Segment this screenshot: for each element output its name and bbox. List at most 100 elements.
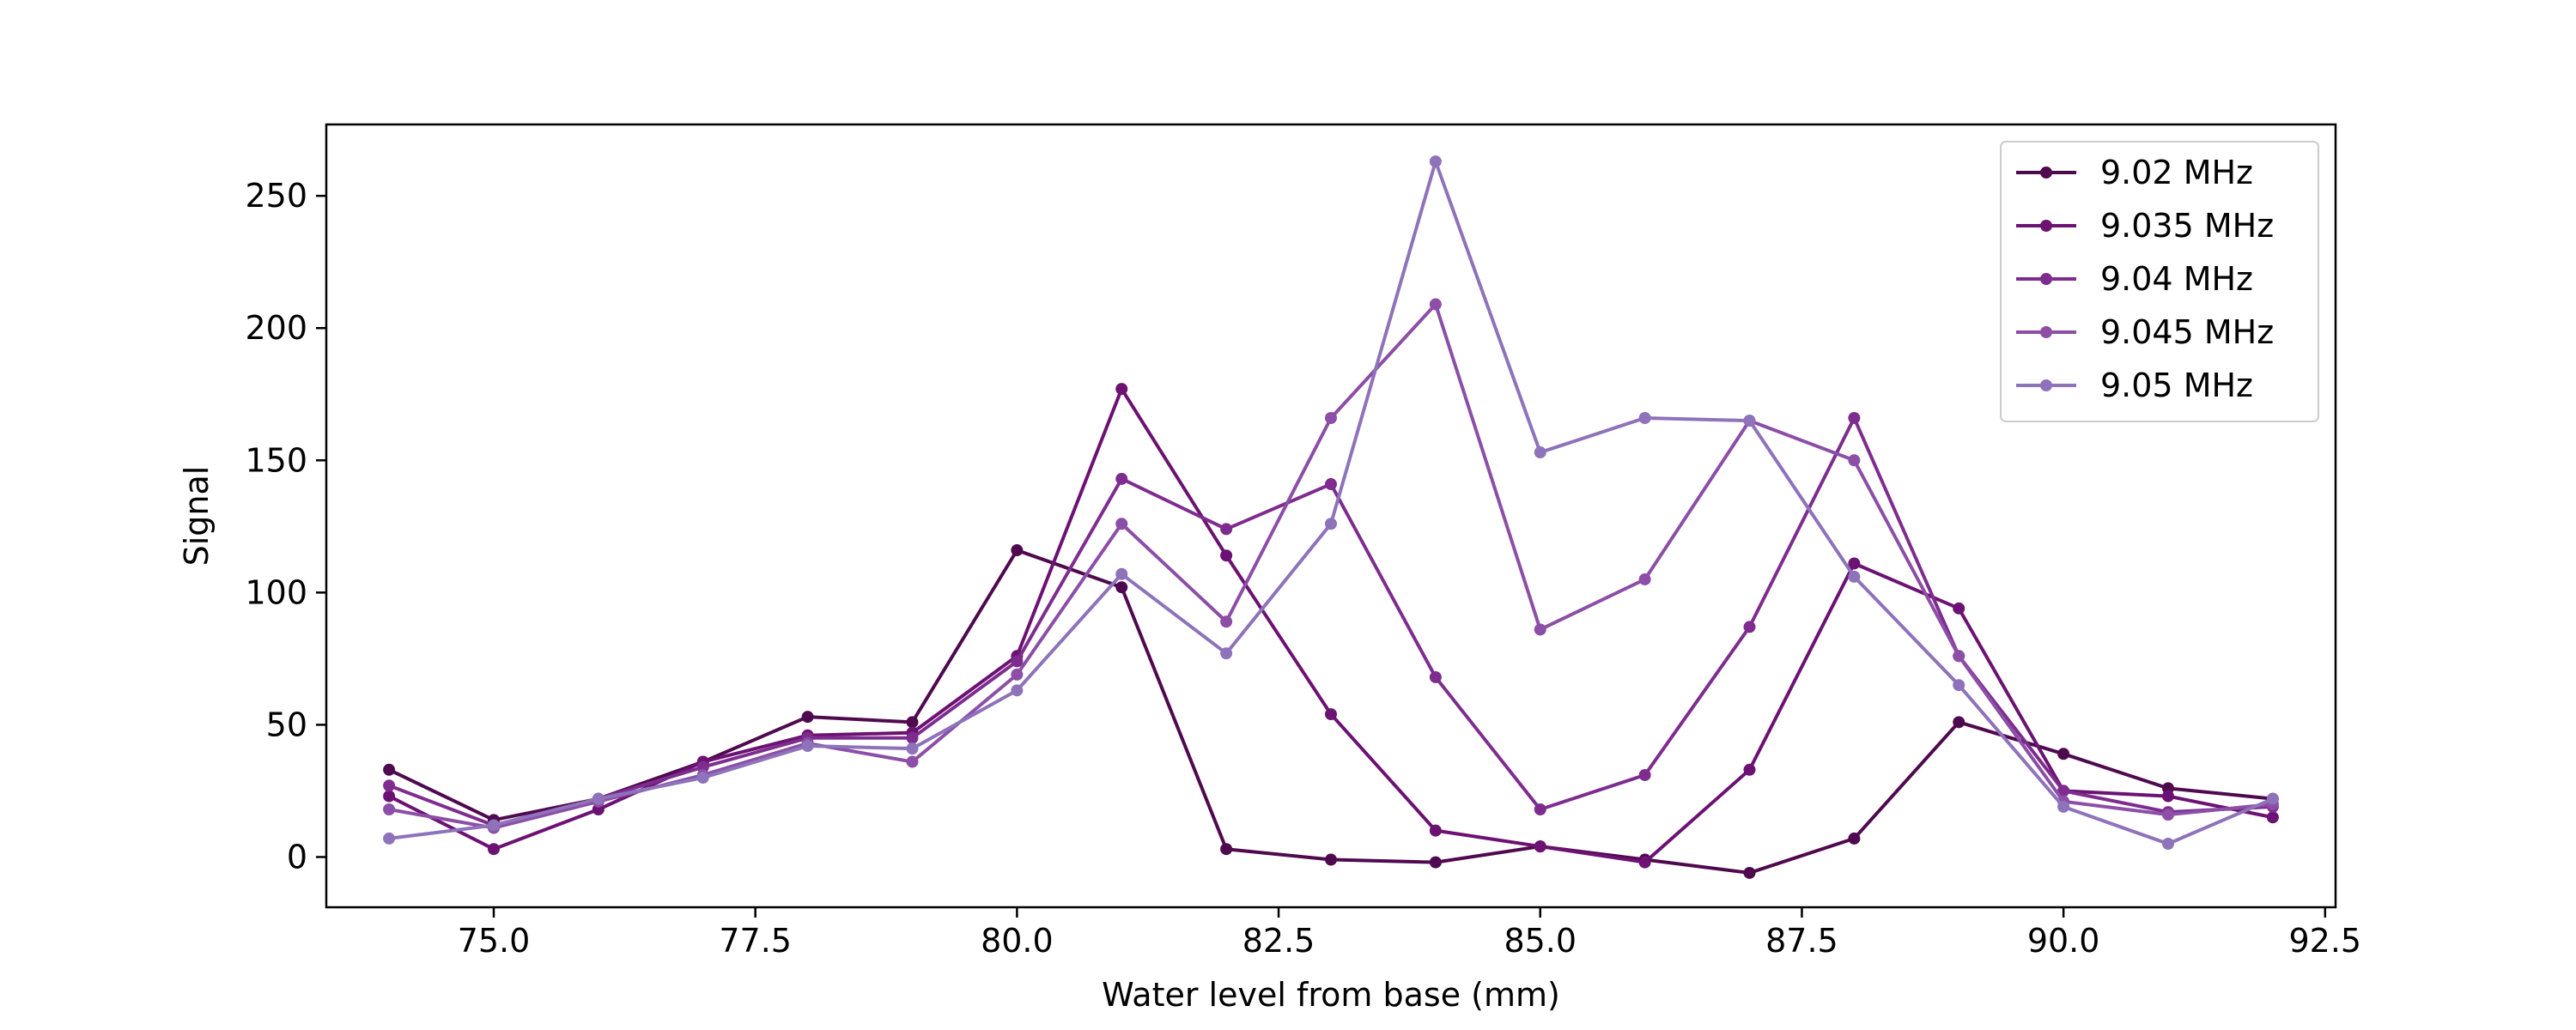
data-point xyxy=(1429,298,1442,311)
y-tick-label: 0 xyxy=(287,838,307,876)
legend-item: 9.02 MHz xyxy=(2016,154,2253,191)
data-point xyxy=(383,832,396,845)
data-point xyxy=(1325,478,1337,491)
data-point xyxy=(1534,803,1546,815)
data-point xyxy=(2057,800,2070,813)
data-point xyxy=(1848,832,1861,845)
data-point xyxy=(2162,809,2174,821)
data-point xyxy=(1220,843,1233,856)
data-point xyxy=(1953,679,1965,692)
data-point xyxy=(1848,412,1861,424)
legend-swatch-marker xyxy=(2040,379,2052,391)
data-point xyxy=(696,772,709,785)
data-point xyxy=(1220,549,1233,562)
x-tick-label: 87.5 xyxy=(1765,922,1838,960)
data-point xyxy=(1115,518,1128,530)
series-layer xyxy=(383,155,2279,879)
legend-swatch-marker xyxy=(2040,326,2052,338)
data-point xyxy=(1953,602,1965,615)
legend-item: 9.045 MHz xyxy=(2016,313,2274,351)
data-point xyxy=(1743,415,1756,427)
data-point xyxy=(1848,454,1861,467)
data-point xyxy=(1325,412,1337,424)
legend-swatch-marker xyxy=(2040,273,2052,285)
legend-item: 9.035 MHz xyxy=(2016,207,2274,245)
data-point xyxy=(2057,785,2070,797)
data-point xyxy=(383,779,396,792)
data-point xyxy=(906,716,919,729)
data-point xyxy=(1743,621,1756,633)
data-point xyxy=(906,755,919,768)
data-point xyxy=(2162,790,2174,803)
y-tick-label: 50 xyxy=(266,706,307,743)
data-point xyxy=(383,790,396,803)
legend-swatch-marker xyxy=(2040,220,2052,232)
y-tick-label: 100 xyxy=(245,573,307,611)
legend-item: 9.04 MHz xyxy=(2016,260,2253,298)
x-tick-label: 75.0 xyxy=(458,922,531,960)
data-point xyxy=(1743,866,1756,879)
data-point xyxy=(2057,748,2070,760)
data-point xyxy=(1429,824,1442,837)
data-point xyxy=(1011,655,1024,668)
data-point xyxy=(1848,570,1861,583)
legend-swatch-marker xyxy=(2040,167,2052,179)
x-tick-label: 92.5 xyxy=(2289,922,2362,960)
data-point xyxy=(1429,670,1442,683)
legend-label: 9.04 MHz xyxy=(2100,260,2253,298)
data-point xyxy=(1638,412,1651,424)
x-tick-label: 85.0 xyxy=(1504,922,1577,960)
data-point xyxy=(801,711,814,724)
data-point xyxy=(2266,792,2279,805)
data-point xyxy=(1115,567,1128,580)
data-point xyxy=(906,731,919,744)
data-point xyxy=(1638,573,1651,585)
y-axis: 0 50 100 150 200 250 xyxy=(245,177,326,876)
legend-box xyxy=(2000,141,2319,422)
legend-label: 9.035 MHz xyxy=(2100,207,2274,245)
data-point xyxy=(488,819,500,832)
data-point xyxy=(1848,557,1861,570)
data-point xyxy=(1429,155,1442,168)
y-tick-label: 200 xyxy=(245,309,307,347)
y-tick-label: 250 xyxy=(245,177,307,215)
data-point xyxy=(2266,811,2279,824)
data-point xyxy=(1011,668,1024,681)
x-axis: 75.0 77.5 80.0 82.5 85.0 87.5 90.0 92.5 xyxy=(458,907,2361,960)
data-point xyxy=(1638,768,1651,781)
data-point xyxy=(1220,647,1233,660)
data-point xyxy=(1115,383,1128,396)
data-point xyxy=(1325,853,1337,866)
data-point xyxy=(2162,838,2174,851)
x-tick-label: 90.0 xyxy=(2027,922,2100,960)
data-point xyxy=(1534,446,1546,459)
x-tick-label: 80.0 xyxy=(981,922,1054,960)
data-point xyxy=(1115,581,1128,594)
x-axis-label: Water level from base (mm) xyxy=(1102,976,1560,1014)
x-tick-label: 77.5 xyxy=(719,922,792,960)
legend: 9.02 MHz 9.035 MHz 9.04 MHz 9.045 MHz 9.05 M… xyxy=(2000,141,2319,422)
data-point xyxy=(1743,763,1756,776)
legend-item: 9.05 MHz xyxy=(2016,367,2253,404)
legend-label: 9.05 MHz xyxy=(2100,367,2253,404)
data-point xyxy=(1429,856,1442,869)
data-point xyxy=(488,843,500,856)
data-point xyxy=(592,792,605,805)
data-point xyxy=(1534,623,1546,636)
data-point xyxy=(1220,615,1233,628)
data-point xyxy=(1953,716,1965,729)
data-point xyxy=(383,803,396,815)
data-point xyxy=(383,763,396,776)
data-point xyxy=(1011,544,1024,557)
legend-label: 9.045 MHz xyxy=(2100,313,2274,351)
legend-label: 9.02 MHz xyxy=(2100,154,2253,191)
data-point xyxy=(1011,684,1024,697)
data-point xyxy=(1534,840,1546,853)
plot-frame xyxy=(325,123,2337,909)
data-point xyxy=(1638,856,1651,869)
data-point xyxy=(1220,523,1233,536)
x-tick-label: 82.5 xyxy=(1242,922,1315,960)
series-9-05-mhz xyxy=(383,155,2279,851)
y-axis-label: Signal xyxy=(178,466,216,566)
